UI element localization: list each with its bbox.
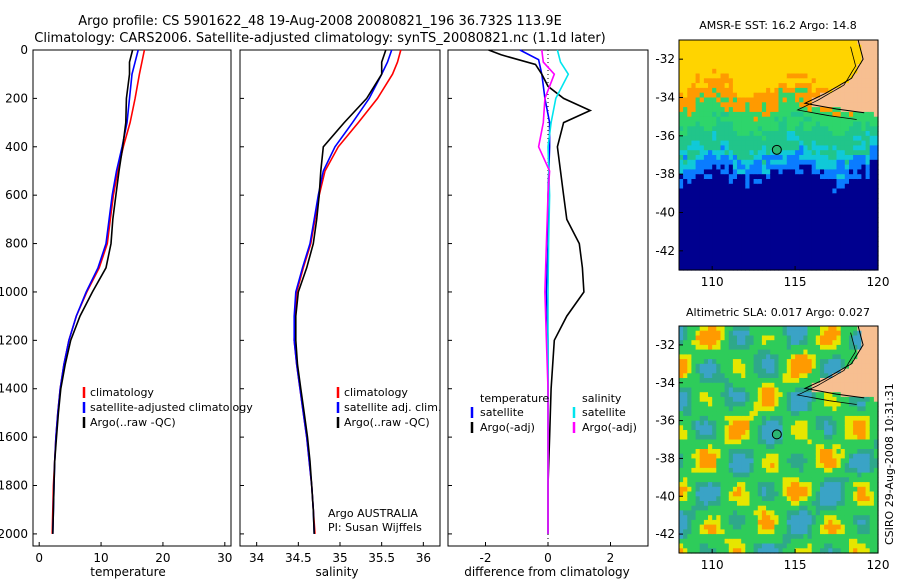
y-tick-label: 600 xyxy=(5,188,28,202)
x-tick-label: 2 xyxy=(607,551,615,565)
legend-label: Argo(..raw -QC) xyxy=(344,416,430,429)
legend-label: satellite xyxy=(582,406,626,419)
series-line-satellite-adj-clim- xyxy=(293,49,393,534)
map-y-tick-label: -32 xyxy=(655,52,675,66)
map-x-tick-label: 120 xyxy=(867,558,890,572)
map-x-tick-label: 110 xyxy=(701,558,724,572)
legend-label: Argo(..raw -QC) xyxy=(90,416,176,429)
y-tick-label: 1400 xyxy=(0,382,28,396)
legend-label: satellite adj. clim. xyxy=(344,401,441,414)
panel-1-content: 0 10 20 30 0 200 400 600 800 1000 1200 1400 1600 1800… xyxy=(0,43,253,565)
legend-label: climatology xyxy=(344,386,408,399)
y-tick-label: 800 xyxy=(5,237,28,251)
map-y-tick-label: -40 xyxy=(655,206,675,220)
temperature-plot: temperature xyxy=(32,49,232,579)
series-line-climatology xyxy=(51,49,146,534)
annotation-argo-australia: Argo AUSTRALIA xyxy=(328,507,418,520)
title-line-2: Climatology: CARS2006. Satellite-adjuste… xyxy=(34,31,606,46)
map-x-tick-label: 110 xyxy=(701,275,724,289)
panel-2-content: 34 34.5 35 35.5 36 climatology satellite adj. … xyxy=(240,49,441,565)
x-tick-label: 20 xyxy=(155,551,170,565)
sst-map-title: AMSR-E SST: 16.2 Argo: 14.8 xyxy=(699,19,857,32)
temperature-xlabel: temperature xyxy=(90,565,165,579)
difference-xlabel: difference from climatology xyxy=(464,565,630,579)
y-tick-label: 1000 xyxy=(0,285,28,299)
map-y-tick-label: -42 xyxy=(655,244,675,258)
x-tick-label: 30 xyxy=(217,551,232,565)
x-tick-label: 36 xyxy=(416,551,431,565)
panel-3-content: -2 0 2temperaturesatelliteArgo(-adj)salini… xyxy=(448,49,637,565)
y-tick-label: 400 xyxy=(5,140,28,154)
legend-group-title: temperature xyxy=(480,392,549,405)
map-y-tick-label: -34 xyxy=(655,376,675,390)
isobath-line xyxy=(796,46,857,120)
map-y-tick-label: -34 xyxy=(655,91,675,105)
temperature-plot-frame xyxy=(32,49,232,547)
salinity-plot-frame xyxy=(239,49,441,547)
y-tick-label: 2000 xyxy=(0,527,28,541)
map-x-tick-label: 115 xyxy=(784,275,807,289)
salinity-xlabel: salinity xyxy=(315,565,358,579)
csiro-timestamp: CSIRO 29-Aug-2008 10:31:31 xyxy=(883,383,896,545)
x-tick-label: 0 xyxy=(35,551,43,565)
map-y-tick-label: -40 xyxy=(655,489,675,503)
y-tick-label: 1600 xyxy=(0,430,28,444)
series-line-argo-raw-qc- xyxy=(295,49,387,534)
y-tick-label: 0 xyxy=(20,43,28,57)
x-tick-label: 10 xyxy=(93,551,108,565)
legend-label: satellite xyxy=(480,406,524,419)
x-tick-label: -2 xyxy=(480,551,492,565)
legend-label: climatology xyxy=(90,386,154,399)
series-line-salinity-argo-adj- xyxy=(537,49,556,534)
legend-label: satellite-adjusted climatology xyxy=(90,401,253,414)
salinity-plot: salinity Argo AUSTRALIA PI: Susan Wijffe… xyxy=(239,49,441,579)
map-y-tick-label: -42 xyxy=(655,527,675,541)
y-tick-label: 1800 xyxy=(0,479,28,493)
series-line-temperature-argo-adj- xyxy=(488,49,593,534)
float-position-marker xyxy=(771,144,782,155)
sla-map-title: Altimetric SLA: 0.017 Argo: 0.027 xyxy=(686,306,870,319)
map-y-tick-label: -36 xyxy=(655,129,675,143)
y-tick-label: 200 xyxy=(5,91,28,105)
x-tick-label: 34.5 xyxy=(285,551,312,565)
map-y-tick-label: -38 xyxy=(655,451,675,465)
series-line-argo-raw-qc- xyxy=(52,49,134,534)
x-tick-label: 34 xyxy=(249,551,264,565)
map-frame xyxy=(678,325,879,554)
y-tick-label: 1200 xyxy=(0,333,28,347)
isobath-line xyxy=(796,332,857,405)
map-x-tick-label: 115 xyxy=(784,558,807,572)
map-frame xyxy=(678,39,879,271)
coastline xyxy=(803,39,865,114)
map-x-tick-label: 120 xyxy=(867,275,890,289)
legend-label: Argo(-adj) xyxy=(582,421,637,434)
map-y-tick-label: -32 xyxy=(655,338,675,352)
legend-label: Argo(-adj) xyxy=(480,421,535,434)
map-y-tick-label: -36 xyxy=(655,414,675,428)
x-tick-label: 0 xyxy=(544,551,552,565)
sla-map: Altimetric SLA: 0.017 Argo: 0.027 110 115… xyxy=(655,306,889,572)
title-line-1: Argo profile: CS 5901622_48 19-Aug-2008 … xyxy=(78,14,562,29)
float-position-marker xyxy=(771,429,782,440)
coastline xyxy=(803,325,865,399)
legend-group-title: salinity xyxy=(582,392,622,405)
map-y-tick-label: -38 xyxy=(655,167,675,181)
x-tick-label: 35 xyxy=(332,551,347,565)
x-tick-label: 35.5 xyxy=(368,551,395,565)
sst-map: AMSR-E SST: 16.2 Argo: 14.8 110 115 120 -32… xyxy=(655,19,889,289)
annotation-pi: PI: Susan Wijffels xyxy=(328,521,422,534)
